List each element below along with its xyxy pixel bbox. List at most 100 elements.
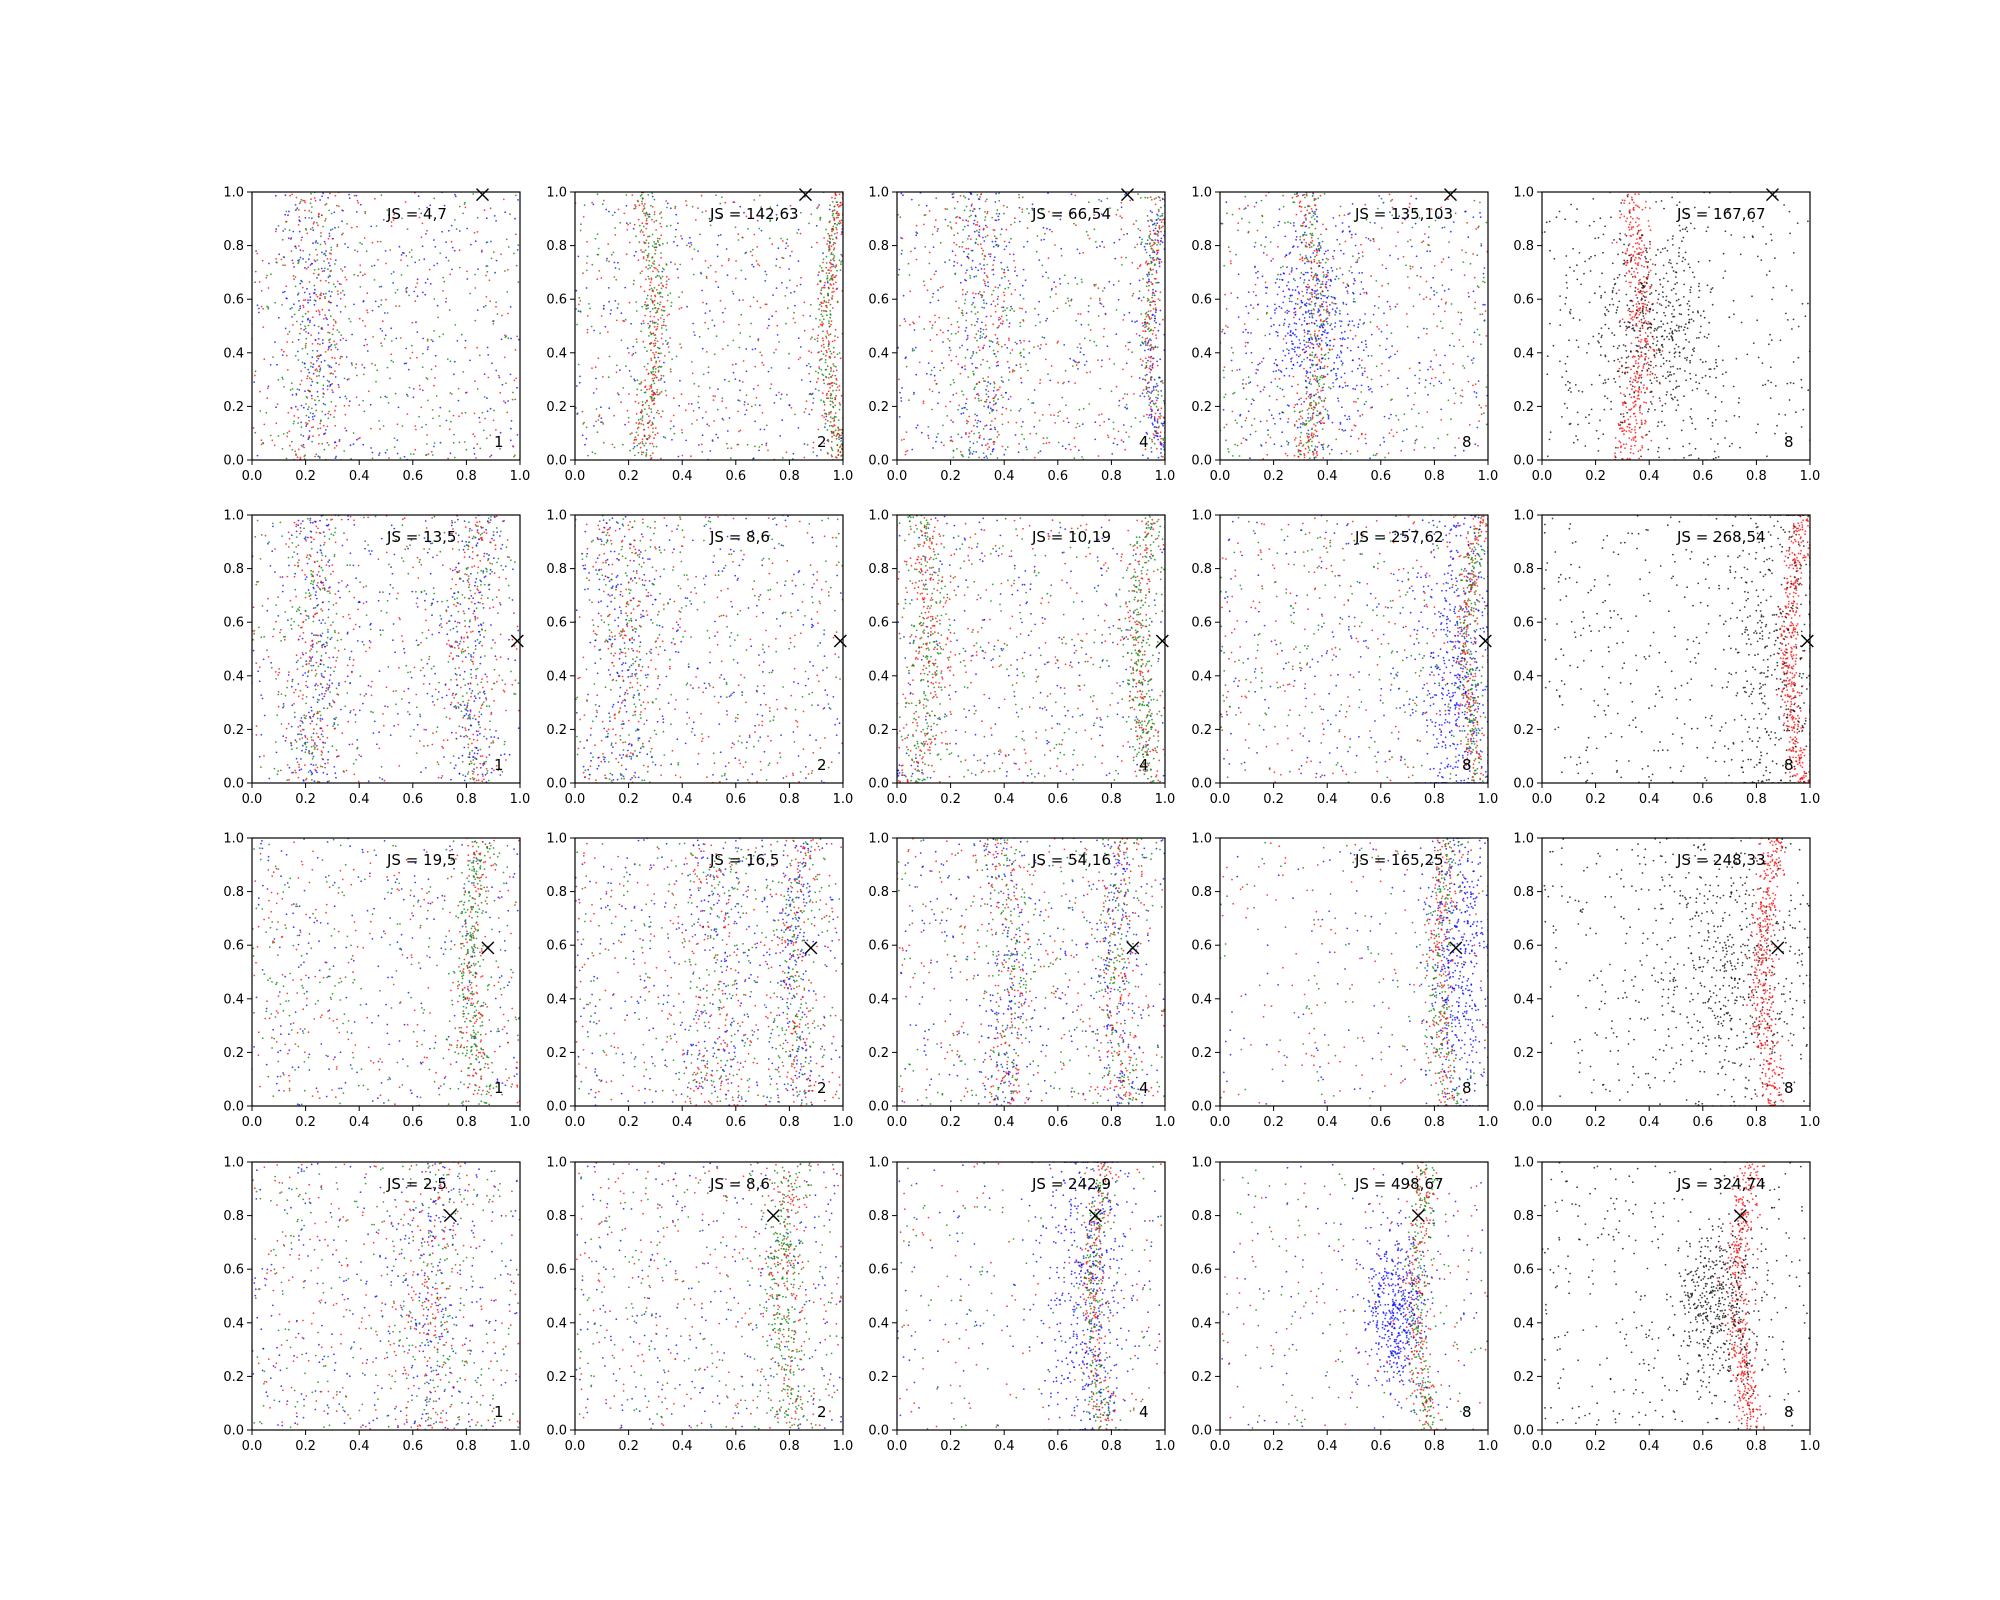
point	[700, 194, 703, 197]
point	[998, 212, 1001, 215]
panel-2: 0.00.00.20.20.40.40.60.60.80.81.01.0JS =…	[546, 186, 853, 485]
point	[738, 379, 741, 382]
point	[1277, 224, 1280, 227]
point	[1146, 300, 1149, 302]
point	[810, 408, 813, 411]
point	[1146, 386, 1148, 389]
point	[502, 198, 505, 201]
point	[396, 452, 399, 455]
point	[652, 380, 655, 382]
point	[1282, 411, 1285, 414]
point	[286, 432, 289, 434]
point	[1151, 422, 1154, 425]
point	[256, 304, 259, 307]
point	[970, 323, 973, 326]
point	[660, 337, 663, 340]
point	[354, 249, 356, 252]
point	[984, 324, 987, 327]
point	[785, 287, 788, 289]
point	[939, 241, 942, 244]
point	[359, 203, 362, 206]
point	[1021, 208, 1024, 211]
point	[1256, 384, 1259, 387]
point	[825, 228, 827, 231]
point	[311, 366, 314, 368]
point	[645, 442, 647, 445]
point	[406, 393, 408, 396]
point	[1159, 431, 1162, 434]
point	[294, 354, 297, 357]
point	[985, 393, 988, 396]
point	[269, 434, 272, 437]
point	[832, 402, 834, 404]
point	[1020, 377, 1022, 380]
point	[660, 252, 662, 254]
point	[266, 305, 268, 308]
point	[992, 323, 995, 326]
point	[839, 269, 842, 271]
point	[989, 428, 992, 431]
point	[1144, 330, 1147, 332]
point	[488, 279, 491, 282]
point	[462, 371, 465, 373]
point	[1247, 331, 1249, 334]
point	[318, 212, 320, 215]
y-tick-label: 0.6	[546, 293, 567, 308]
x-tick-label: 0.0	[242, 469, 263, 484]
point	[828, 342, 830, 344]
point	[507, 246, 510, 248]
point	[1264, 334, 1267, 337]
point	[781, 256, 783, 259]
point	[1370, 333, 1373, 336]
point	[666, 314, 669, 317]
point	[336, 243, 339, 246]
point	[1321, 258, 1324, 261]
point	[301, 280, 303, 283]
point	[991, 269, 993, 271]
point	[635, 310, 638, 312]
point	[637, 434, 640, 436]
point	[963, 209, 966, 212]
point	[955, 392, 958, 395]
point	[833, 382, 836, 385]
point	[661, 324, 663, 327]
point	[966, 334, 969, 337]
point	[1150, 281, 1152, 284]
point	[327, 348, 330, 351]
point	[1156, 360, 1158, 363]
point	[1466, 222, 1468, 224]
point	[676, 268, 679, 271]
point	[1032, 402, 1035, 404]
point	[1284, 452, 1287, 455]
point	[500, 338, 503, 341]
point	[799, 346, 802, 348]
point	[1273, 226, 1275, 229]
point	[1037, 345, 1039, 347]
point	[721, 264, 723, 267]
point	[1279, 266, 1282, 269]
point	[697, 401, 699, 404]
point	[836, 432, 839, 435]
point	[372, 336, 374, 338]
point	[1151, 364, 1154, 367]
point	[1332, 255, 1334, 258]
point	[998, 316, 1000, 319]
point	[1247, 291, 1250, 293]
point	[815, 224, 818, 227]
point	[1154, 412, 1157, 415]
point	[632, 283, 635, 286]
point	[466, 270, 468, 273]
point	[973, 432, 975, 435]
point	[739, 429, 742, 432]
point	[651, 256, 653, 259]
point	[495, 369, 498, 372]
point	[814, 338, 816, 341]
point	[1356, 259, 1359, 261]
point	[636, 444, 639, 447]
point	[1021, 211, 1024, 213]
point	[665, 394, 668, 397]
point	[1408, 367, 1411, 370]
point	[660, 211, 663, 214]
point	[660, 287, 663, 290]
